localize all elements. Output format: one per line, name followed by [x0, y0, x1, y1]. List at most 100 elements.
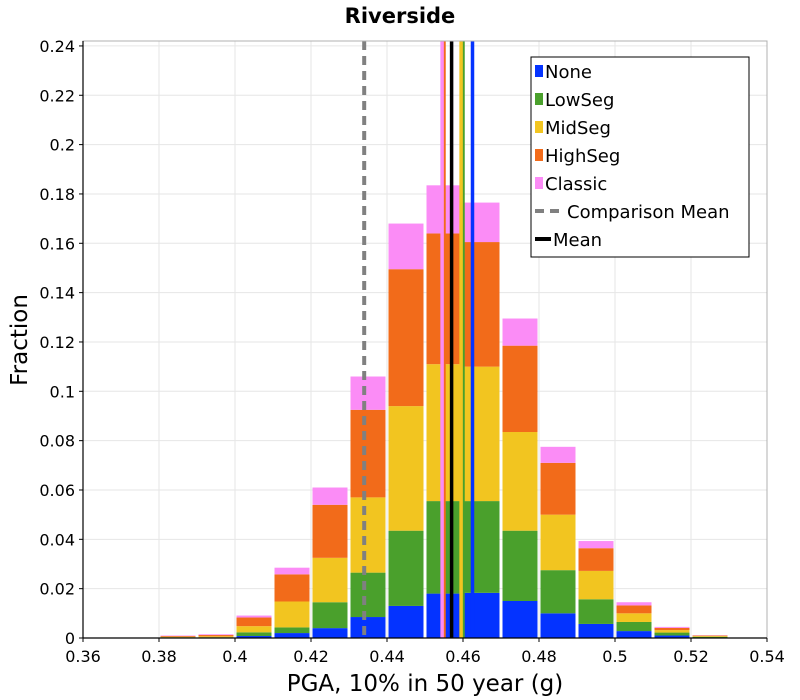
- bar-midseg-16: [692, 636, 728, 637]
- bar-highseg-3: [198, 635, 234, 637]
- legend-swatch-classic: [535, 177, 543, 189]
- legend: None LowSeg MidSeg HighSeg Classic Comparison…: [530, 56, 750, 258]
- bar-midseg-3: [198, 636, 234, 638]
- x-tick-label-2: 0.4: [222, 647, 247, 666]
- bar-classic-5: [274, 567, 310, 575]
- bar-lowseg-7: [350, 572, 386, 618]
- bar-lowseg-11: [502, 530, 538, 601]
- y-tick-label-12: 0.24: [39, 37, 75, 56]
- y-tick-label-9: 0.18: [39, 185, 75, 204]
- bar-none-6: [312, 628, 348, 638]
- x-tick-label-7: 0.5: [602, 647, 627, 666]
- x-tick-label-1: 0.38: [141, 647, 177, 666]
- bar-none-4: [236, 636, 272, 638]
- bar-lowseg-12: [540, 570, 576, 614]
- bar-lowseg-8: [388, 530, 424, 606]
- bar-midseg-8: [388, 406, 424, 531]
- legend-label-classic: Classic: [545, 174, 607, 195]
- mean-lines: [362, 41, 475, 638]
- bar-none-11: [502, 600, 538, 638]
- y-tick-label-2: 0.04: [39, 530, 75, 549]
- bar-none-10: [464, 592, 500, 638]
- bar-midseg-10: [464, 366, 500, 502]
- bar-midseg-6: [312, 557, 348, 603]
- bar-midseg-4: [236, 626, 272, 633]
- bar-midseg-5: [274, 601, 310, 628]
- x-tick-label-8: 0.52: [673, 647, 709, 666]
- bar-lowseg-5: [274, 627, 310, 634]
- bar-lowseg-13: [578, 599, 614, 624]
- chart-title: Riverside: [345, 4, 456, 28]
- x-tick-label-3: 0.42: [293, 647, 329, 666]
- y-tick-label-11: 0.22: [39, 86, 75, 105]
- legend-swatch-none: [535, 65, 543, 77]
- legend-swatch-midseg: [535, 121, 543, 133]
- bar-classic-15: [654, 626, 690, 628]
- bar-lowseg-10: [464, 501, 500, 593]
- legend-box: [530, 56, 750, 258]
- bar-lowseg-4: [236, 632, 272, 637]
- x-tick-label-0: 0.36: [65, 647, 101, 666]
- bar-highseg-5: [274, 574, 310, 602]
- bar-classic-12: [540, 446, 576, 463]
- x-axis-label: PGA, 10% in 50 year (g): [287, 671, 564, 697]
- x-tick-label-9: 0.54: [749, 647, 785, 666]
- legend-label-highseg: HighSeg: [545, 146, 620, 167]
- bar-lowseg-14: [616, 621, 652, 632]
- bar-lowseg-16: [692, 636, 728, 638]
- bar-midseg-11: [502, 432, 538, 531]
- legend-label-midseg: MidSeg: [545, 118, 611, 139]
- bar-highseg-13: [578, 548, 614, 571]
- bar-lowseg-6: [312, 602, 348, 629]
- bar-classic-14: [616, 602, 652, 606]
- bar-none-7: [350, 617, 386, 638]
- bar-classic-11: [502, 318, 538, 346]
- bar-midseg-7: [350, 497, 386, 573]
- bar-classic-3: [198, 634, 234, 636]
- y-ticks: 0 0.02 0.04 0.06 0.08 0.1 0.12 0.14 0.16 0.18 0.2 0…: [39, 37, 83, 648]
- bar-classic-8: [388, 223, 424, 270]
- bar-highseg-7: [350, 409, 386, 498]
- bar-lowseg-15: [654, 632, 690, 636]
- legend-label-mean: Mean: [553, 230, 602, 251]
- bar-none-13: [578, 623, 614, 638]
- bar-highseg-6: [312, 504, 348, 558]
- bar-none-15: [654, 635, 690, 638]
- y-tick-label-4: 0.08: [39, 432, 75, 451]
- bar-midseg-12: [540, 514, 576, 571]
- bar-classic-10: [464, 202, 500, 243]
- y-tick-label-3: 0.06: [39, 481, 75, 500]
- bar-classic-13: [578, 541, 614, 549]
- y-axis-label: Fraction: [7, 294, 33, 386]
- bars: [160, 185, 728, 638]
- legend-swatch-highseg: [535, 149, 543, 161]
- y-tick-label-6: 0.12: [39, 333, 75, 352]
- bar-highseg-4: [236, 617, 272, 627]
- bar-highseg-15: [654, 627, 690, 631]
- bar-highseg-2: [160, 636, 196, 637]
- bar-none-12: [540, 613, 576, 638]
- legend-label-comparison-mean: Comparison Mean: [567, 202, 730, 223]
- bar-none-8: [388, 605, 424, 638]
- legend-label-none: None: [545, 62, 592, 83]
- bar-classic-6: [312, 487, 348, 505]
- y-tick-label-1: 0.02: [39, 580, 75, 599]
- bar-midseg-13: [578, 570, 614, 600]
- y-tick-label-10: 0.2: [50, 136, 75, 155]
- x-tick-label-6: 0.48: [521, 647, 557, 666]
- bar-classic-7: [350, 376, 386, 410]
- x-ticks: 0.36 0.38 0.4 0.42 0.44 0.46 0.48 0.5 0.52 0.54: [65, 638, 785, 666]
- bar-midseg-15: [654, 630, 690, 633]
- x-tick-label-5: 0.46: [445, 647, 481, 666]
- legend-label-lowseg: LowSeg: [545, 90, 614, 111]
- bar-none-5: [274, 633, 310, 638]
- bar-classic-4: [236, 615, 272, 618]
- y-tick-label-7: 0.14: [39, 284, 75, 303]
- bar-midseg-14: [616, 613, 652, 622]
- y-tick-label-8: 0.16: [39, 234, 75, 253]
- bar-highseg-10: [464, 242, 500, 367]
- legend-swatch-lowseg: [535, 93, 543, 105]
- y-tick-label-5: 0.1: [50, 382, 75, 401]
- bar-highseg-12: [540, 462, 576, 515]
